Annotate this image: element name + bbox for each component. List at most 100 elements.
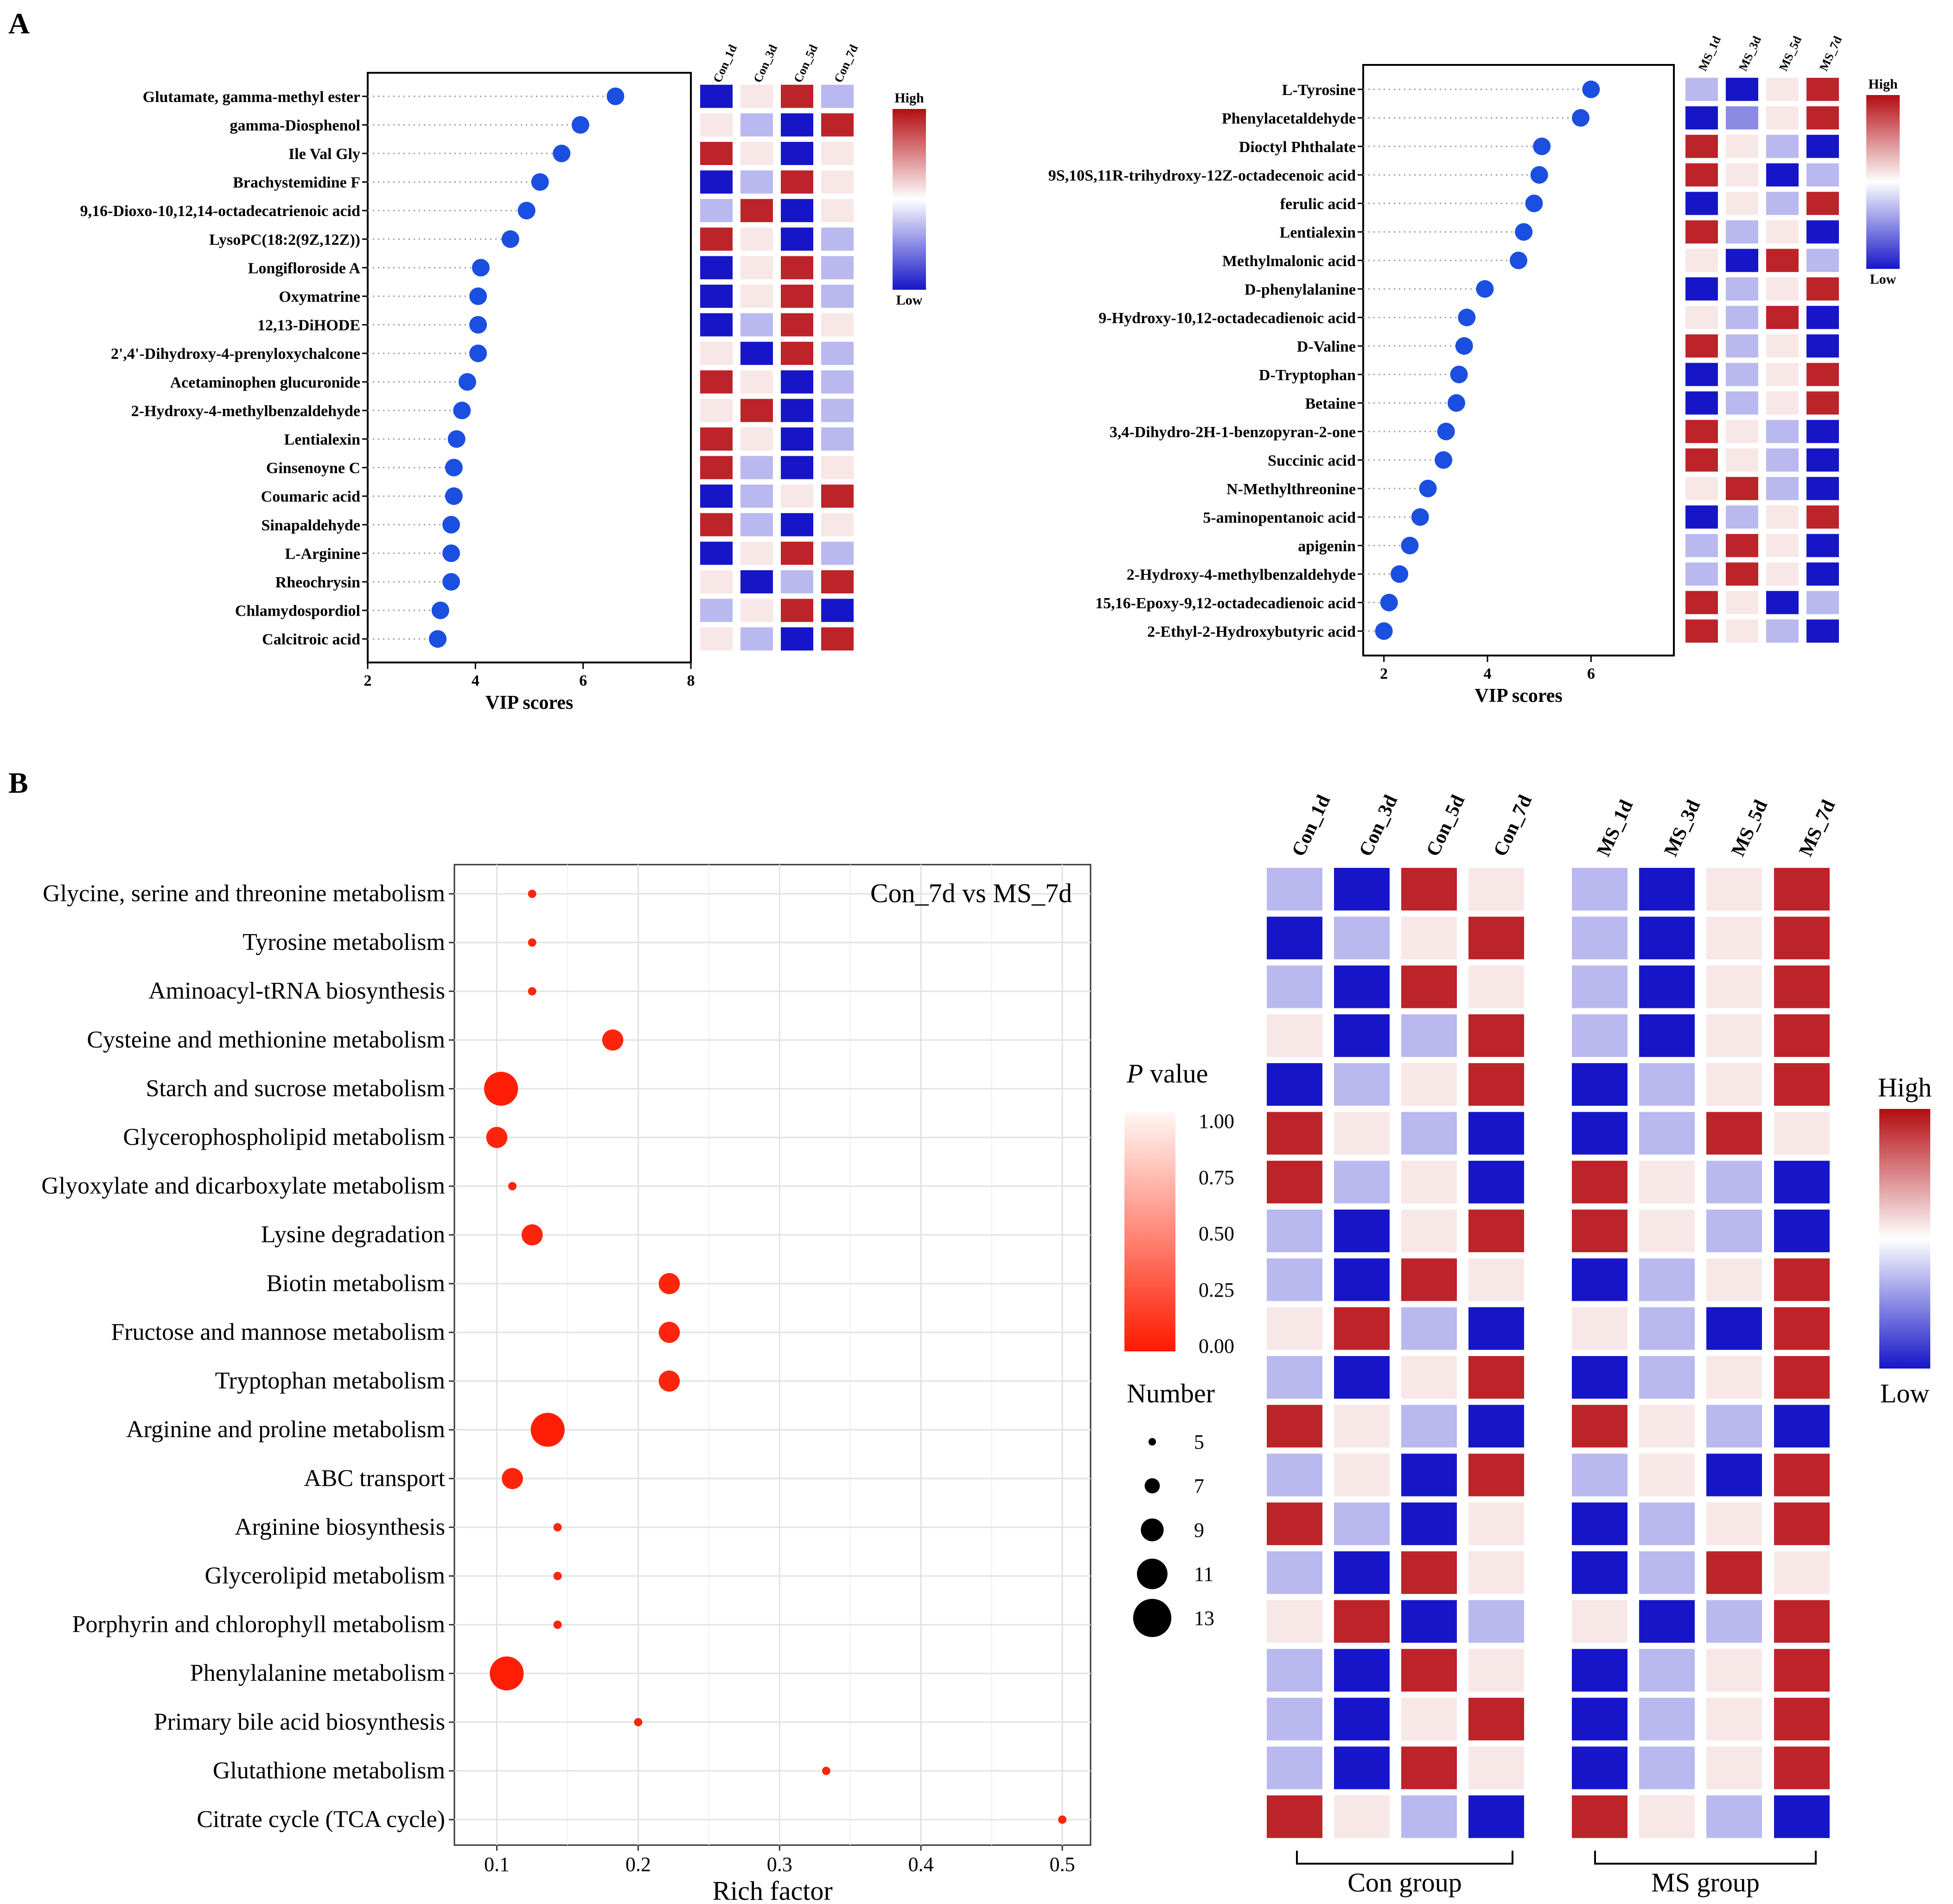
heatmap-cell	[1639, 1795, 1695, 1838]
vip-point	[1510, 251, 1527, 269]
heatmap-cell	[1774, 1063, 1830, 1106]
heatmap-cell	[1334, 1698, 1390, 1741]
metabolite-label: 9,16-Dioxo-10,12,14-octadecatrienoic aci…	[80, 203, 360, 220]
vip-point	[1419, 479, 1437, 497]
heatmap-cell	[740, 170, 773, 194]
p-italic: P	[1126, 1058, 1143, 1089]
heatmap-cell	[1334, 1112, 1390, 1155]
vip-point	[442, 573, 460, 591]
heatmap-cell	[1806, 277, 1839, 301]
pathway-bubble	[486, 1127, 508, 1148]
x-tick-label: 6	[579, 672, 587, 689]
vip-point	[445, 487, 463, 505]
pathway-bubble	[502, 1468, 523, 1490]
heatmap-cell	[700, 227, 733, 251]
heatmap-cell	[1334, 917, 1390, 960]
heatmap-cell	[1774, 1307, 1830, 1350]
heatmap-cell	[1401, 1307, 1457, 1350]
vip-point	[1375, 622, 1393, 640]
vip-point	[571, 116, 589, 134]
heatmap-cell	[1726, 106, 1758, 130]
x-axis-title: VIP scores	[1474, 685, 1562, 707]
heatmap-cell	[700, 370, 733, 394]
heatmap-cell	[700, 513, 733, 536]
heatmap-cell	[821, 256, 854, 280]
heatmap-cell	[1639, 1160, 1695, 1204]
vip-point	[1401, 536, 1419, 554]
heatmap-column-label: MS_1d	[1593, 796, 1637, 860]
heatmap-cell	[1401, 1649, 1457, 1692]
panel-label-b: B	[8, 766, 28, 799]
heatmap-cell	[1334, 1307, 1390, 1350]
heatmap-cell	[1766, 306, 1799, 329]
heatmap-cell	[1401, 1551, 1457, 1594]
pathway-label: Cysteine and methionine metabolism	[87, 1026, 445, 1053]
heatmap-cell	[821, 456, 854, 479]
heatmap-cell	[1766, 619, 1799, 643]
pathway-label: Citrate cycle (TCA cycle)	[197, 1806, 445, 1833]
heatmap-cell	[1726, 134, 1758, 158]
heatmap-cell	[1685, 77, 1718, 101]
pathway-bubble	[490, 1656, 524, 1691]
heatmap-cell	[1774, 1112, 1830, 1155]
heatmap-cell	[1806, 591, 1839, 614]
heatmap-cell	[1572, 1405, 1628, 1448]
heatmap-cell	[740, 227, 773, 251]
pathway-bubble	[553, 1572, 562, 1580]
legend-gradient	[893, 109, 926, 290]
heatmap-cell	[1726, 77, 1758, 101]
plot-frame	[367, 72, 692, 663]
heatmap-cell	[1766, 191, 1799, 215]
heatmap-cell	[821, 285, 854, 308]
pathway-bubble	[553, 1620, 562, 1629]
heatmap-cell	[1267, 1551, 1322, 1594]
metabolite-label: 9-Hydroxy-10,12-octadecadienoic acid	[1098, 310, 1356, 327]
heatmap-cell	[1267, 1405, 1322, 1448]
heatmap-cell	[1639, 868, 1695, 911]
heatmap-cell	[1572, 1795, 1628, 1838]
heatmap-cell	[1401, 1160, 1457, 1204]
heatmap-cell	[700, 256, 733, 280]
heatmap-cell	[1267, 965, 1322, 1008]
heatmap-cell	[1766, 448, 1799, 472]
vip-point	[501, 230, 519, 248]
heatmap-column-label: Con_3d	[751, 42, 780, 84]
heatmap-cell	[1572, 1649, 1628, 1692]
heatmap-cell	[1334, 1600, 1390, 1643]
heatmap-cell	[1572, 1453, 1628, 1496]
heatmap-cell	[1572, 1307, 1628, 1350]
heatmap-cell	[1267, 1356, 1322, 1399]
heatmap-cell	[781, 227, 813, 251]
heatmap-cell	[740, 399, 773, 422]
heatmap-cell	[740, 570, 773, 593]
heatmap-cell	[1267, 1502, 1322, 1545]
pathway-label: Porphyrin and chlorophyll metabolism	[72, 1611, 445, 1638]
heatmap-cell	[740, 484, 773, 508]
heatmap-cell	[821, 484, 854, 508]
heatmap-cell	[1685, 334, 1718, 358]
heatmap-cell	[1806, 477, 1839, 500]
heatmap-cell	[1401, 1698, 1457, 1741]
heatmap-cell	[1806, 134, 1839, 158]
vip-point	[429, 630, 447, 648]
heatmap-cell	[740, 342, 773, 365]
heatmap-cell	[781, 484, 813, 508]
heatmap-cell	[1706, 1063, 1762, 1106]
metabolite-label: ferulic acid	[1280, 196, 1356, 213]
heatmap-cell	[1806, 163, 1839, 187]
metabolite-label: 2',4'-Dihydroxy-4-prenyloxychalcone	[111, 345, 360, 363]
vip-point	[469, 316, 487, 334]
heatmap-cell	[1774, 1258, 1830, 1301]
heatmap-column-label: MS_5d	[1776, 34, 1804, 73]
heatmap-cell	[1706, 1600, 1762, 1643]
heatmap-cell	[1572, 1600, 1628, 1643]
heatmap-cell	[781, 570, 813, 593]
heatmap-cell	[740, 513, 773, 536]
p-value-tick: 0.25	[1199, 1279, 1234, 1301]
heatmap-cell	[1334, 1356, 1390, 1399]
heatmap-cell	[1726, 448, 1758, 472]
heatmap-cell	[700, 627, 733, 651]
pathway-label: Arginine and proline metabolism	[126, 1416, 445, 1443]
heatmap-cell	[1685, 220, 1718, 244]
pathway-label: Aminoacyl-tRNA biosynthesis	[148, 978, 445, 1004]
